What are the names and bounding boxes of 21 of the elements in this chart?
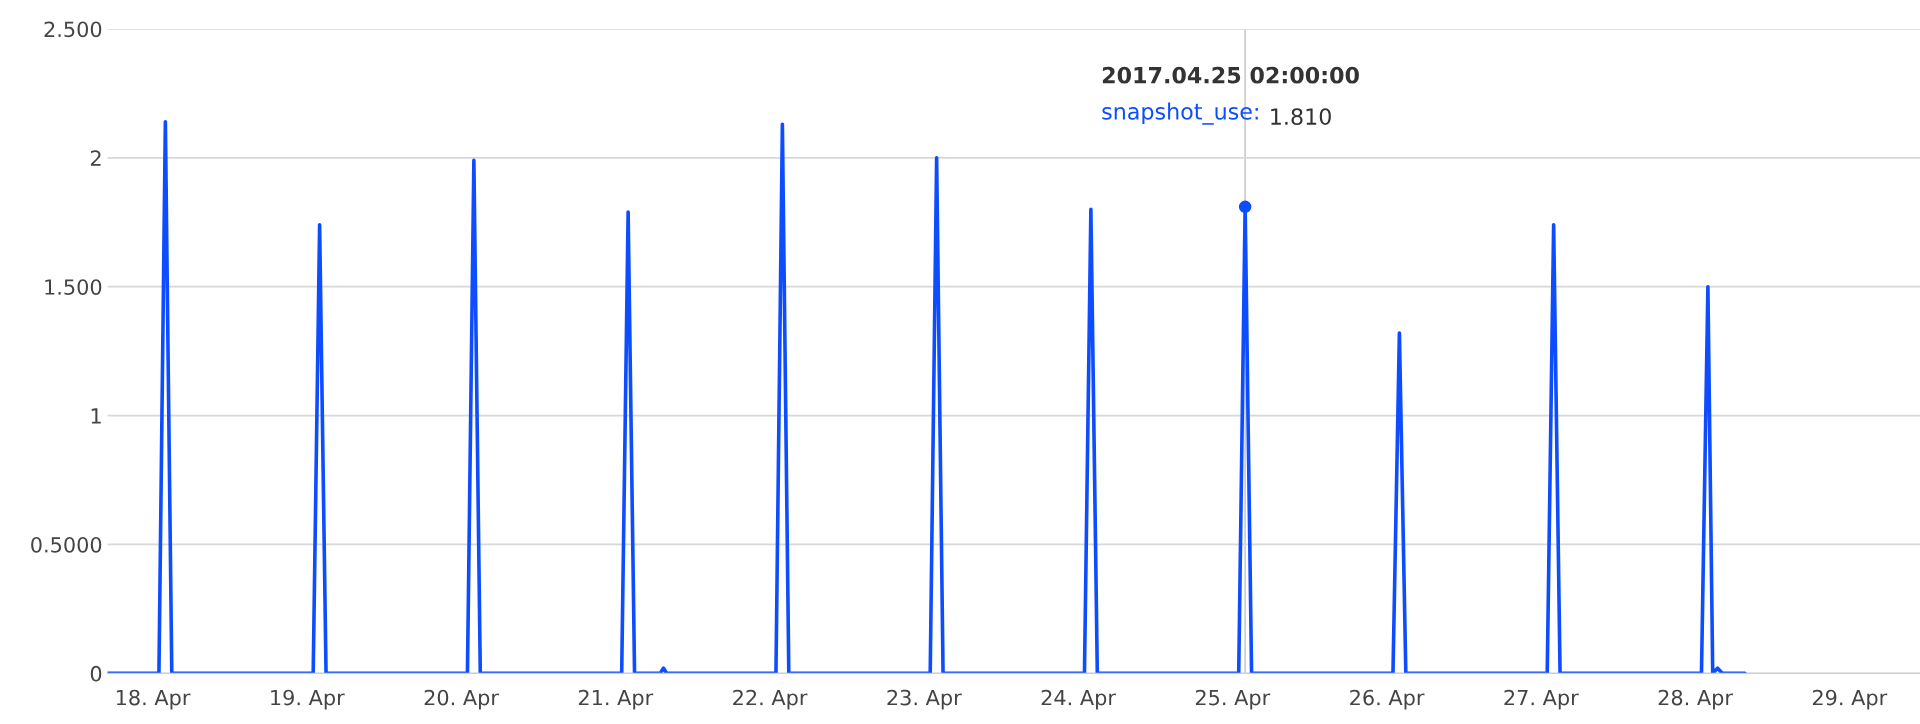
x-tick-label: 29. Apr (1812, 689, 1888, 710)
y-tick-label: 0 (90, 665, 102, 682)
x-tick-label: 26. Apr (1350, 689, 1425, 710)
y-tick-label: 0.5000 (31, 536, 102, 553)
x-tick-label: 22. Apr (733, 689, 808, 710)
y-tick-label: 1 (91, 408, 101, 424)
y-tick-label: 1.500 (45, 279, 102, 295)
x-tick-label: 24. Apr (1041, 689, 1116, 710)
x-tick-label: 19. Apr (271, 689, 345, 710)
annotation: 1.810 (1271, 108, 1331, 126)
x-tick-label: 21. Apr (578, 689, 654, 710)
y-tick-label: 2 (90, 150, 101, 166)
x-tick-label: 28. Apr (1658, 689, 1733, 710)
x-tick-label: 27. Apr (1504, 689, 1579, 710)
x-tick-label: 25. Apr (1195, 689, 1271, 710)
x-tick-label: 23. Apr (887, 689, 962, 710)
annotation: 2017.04.25 02:00:00 (1102, 66, 1359, 84)
y-tick-label: 2.500 (44, 21, 102, 38)
annotation: snapshot_use: (1102, 102, 1258, 125)
x-tick-label: 20. Apr (424, 689, 499, 710)
x-tick-label: 18. Apr (116, 689, 191, 710)
